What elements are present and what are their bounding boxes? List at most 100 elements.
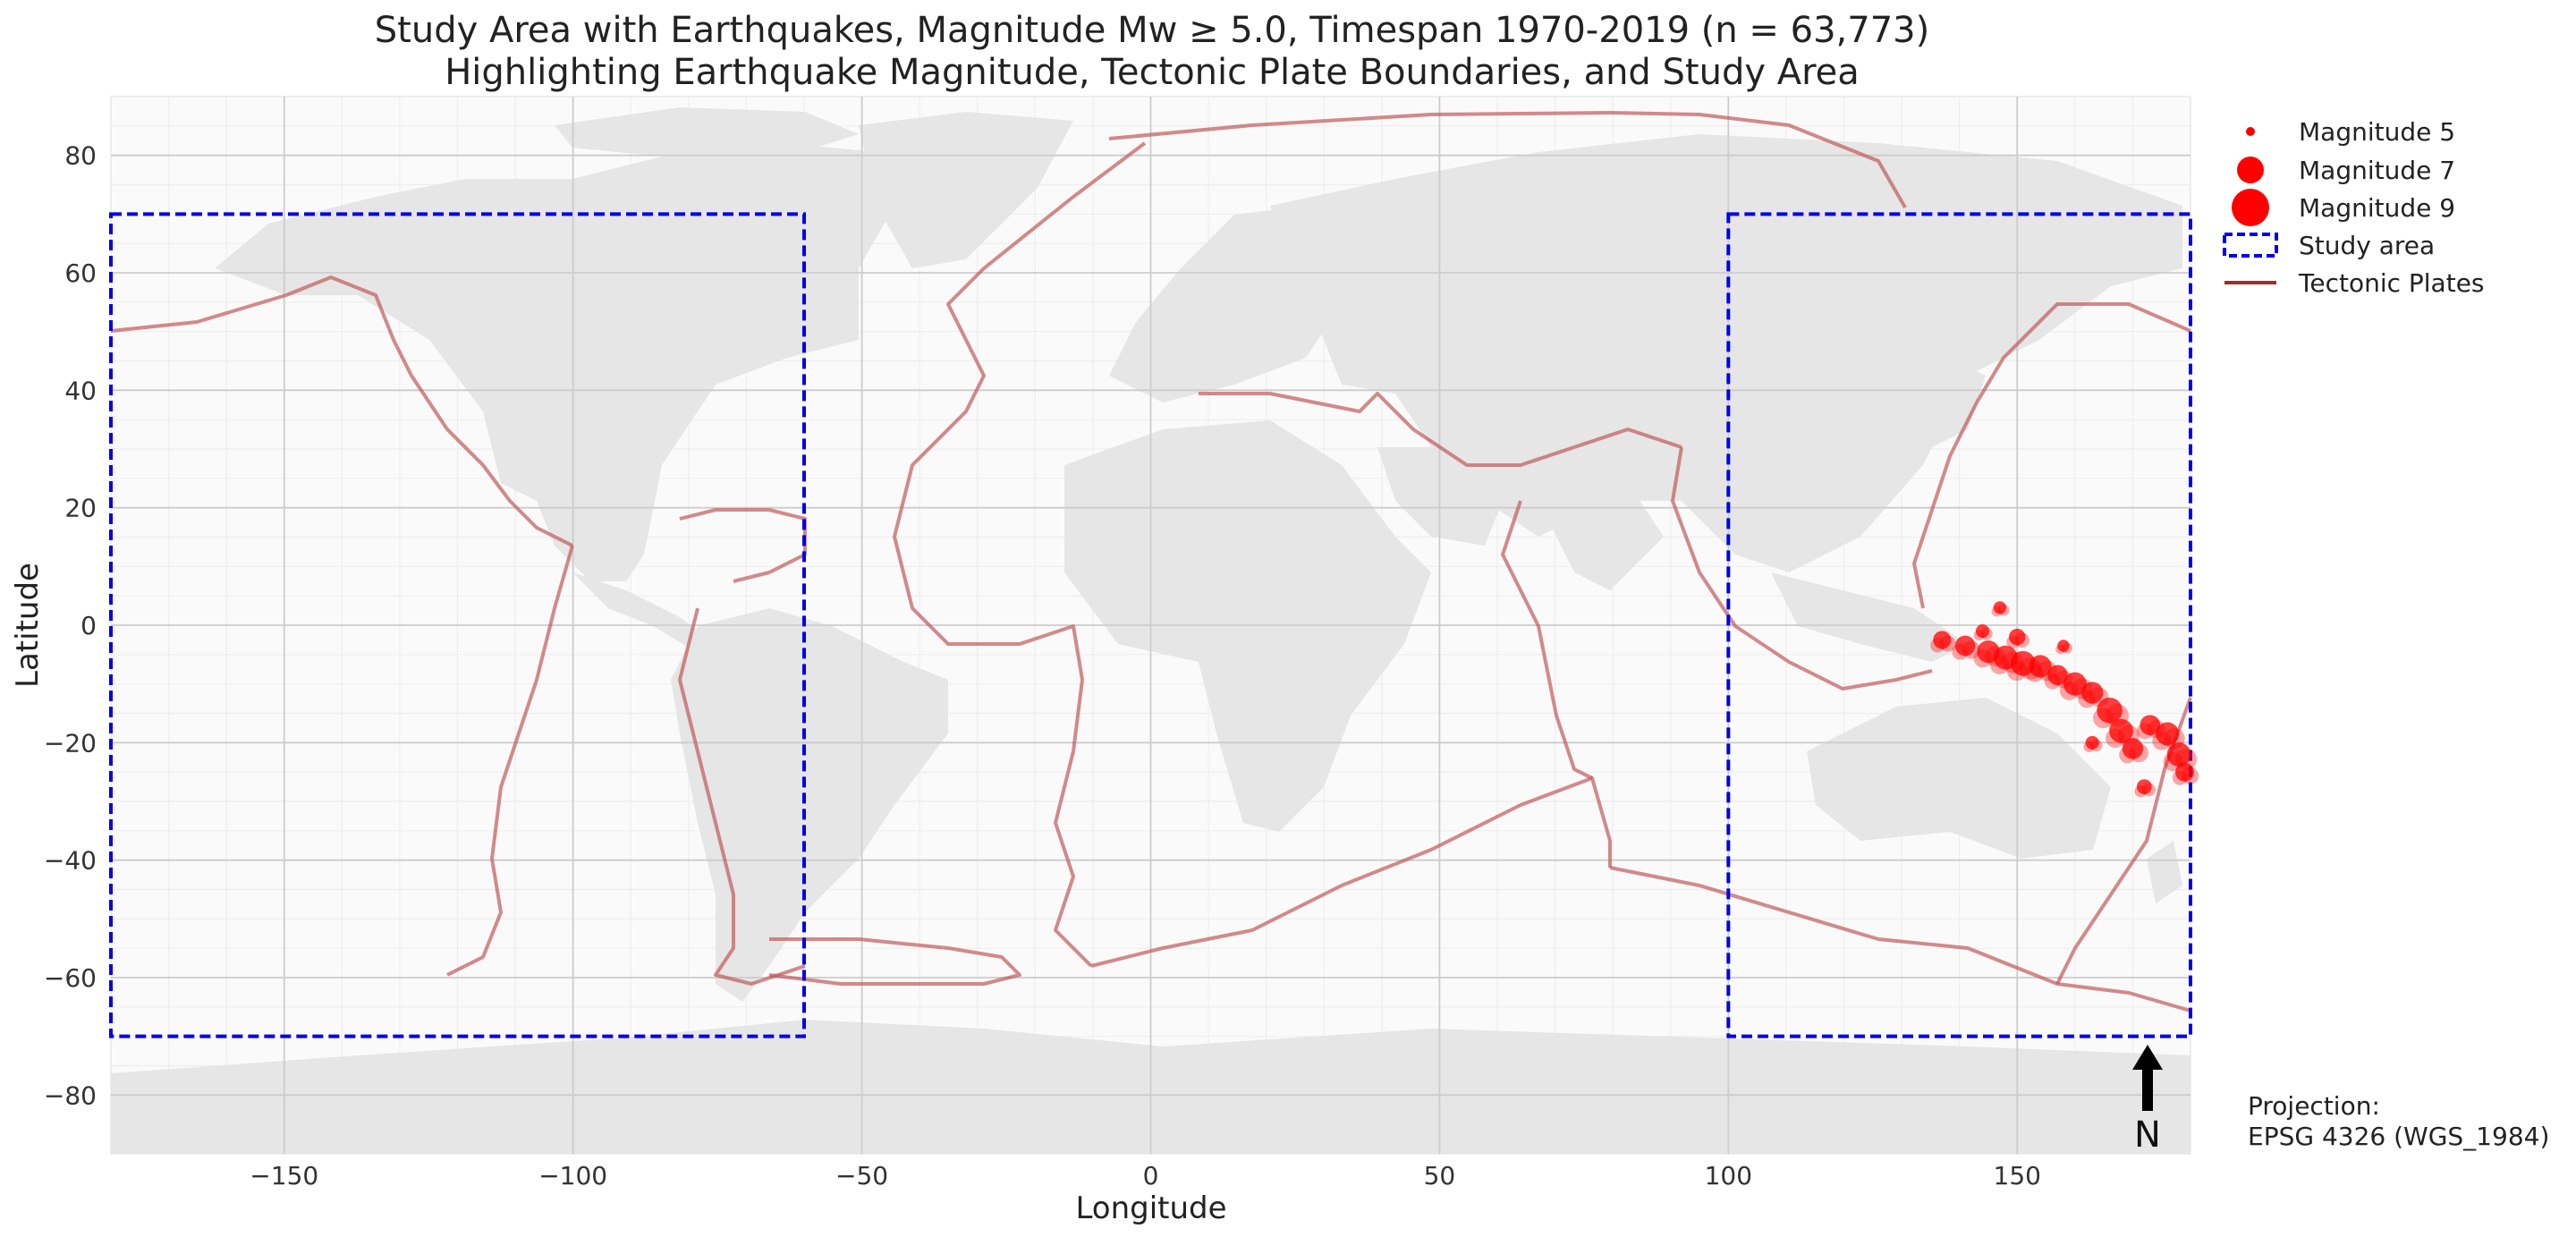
plate-boundary-caribbean — [679, 508, 807, 583]
earthquake-point — [2061, 642, 2072, 654]
earthquake-point — [2093, 707, 2114, 729]
earthquake-point — [2182, 767, 2199, 784]
earthquake-point — [2141, 783, 2156, 797]
north-arrow-head-icon — [2132, 1045, 2163, 1070]
earthquake-point — [2055, 644, 2065, 655]
earthquake-point — [2140, 715, 2161, 735]
earthquake-point — [2059, 682, 2079, 700]
y-axis-label: Latitude — [10, 563, 46, 688]
earthquake-point — [1993, 601, 2006, 614]
land-greenland — [859, 112, 1073, 268]
y-tick-label: −40 — [44, 846, 97, 876]
earthquake-point — [2006, 635, 2021, 649]
y-tick-label: 0 — [80, 611, 97, 640]
land-asia — [1270, 134, 2182, 572]
legend-label-tectonic-plates: Tectonic Plates — [2298, 268, 2485, 298]
earthquake-point — [2010, 650, 2036, 676]
map-plot-area — [109, 96, 2199, 1155]
earthquake-point — [1939, 635, 1956, 652]
earthquake-point — [2122, 738, 2144, 759]
legend-label-study-area: Study area — [2299, 231, 2435, 260]
north-arrow: N — [2132, 1045, 2163, 1156]
earthquake-point — [1991, 606, 2003, 617]
earthquake-point — [2047, 665, 2068, 686]
earthquake-point — [2166, 742, 2191, 767]
plate-boundary-east-pacific-rise — [446, 545, 574, 977]
x-tick-label: 100 — [1705, 1161, 1752, 1190]
y-tick-label: −20 — [44, 728, 97, 758]
earthquake-point — [2175, 762, 2195, 782]
earthquake-point — [2085, 735, 2099, 750]
land-australia — [1807, 698, 2111, 859]
legend-label-magnitude-9: Magnitude 9 — [2299, 193, 2455, 223]
x-axis-label: Longitude — [1075, 1190, 1226, 1226]
land-central-america — [572, 572, 716, 653]
chart-subtitle: Highlighting Earthquake Magnitude, Tecto… — [445, 52, 1860, 93]
plate-boundary-southeast-indian — [1609, 866, 2191, 1012]
study-area-rect-1 — [109, 212, 806, 1038]
y-tick-label: 20 — [64, 494, 97, 523]
earthquake-point — [1973, 630, 1985, 641]
earthquake-point — [2136, 779, 2152, 794]
y-tick-label: 60 — [64, 258, 97, 288]
earthquake-point — [1952, 643, 1969, 660]
north-label: N — [2134, 1114, 2161, 1156]
study-area-rect-2 — [1726, 212, 2193, 1038]
earthquake-point — [2156, 722, 2180, 746]
chart-title: Study Area with Earthquakes, Magnitude M… — [375, 10, 1929, 51]
earthquake-point — [2029, 655, 2052, 678]
earthquake-point — [2137, 723, 2154, 740]
x-tick-label: −150 — [250, 1161, 318, 1190]
north-arrow-shaft — [2142, 1064, 2153, 1111]
study-area-rects — [109, 212, 2193, 1038]
plate-boundary-scotia — [768, 937, 1021, 986]
land-masses — [111, 107, 2190, 1154]
land-arctic-islands — [555, 107, 859, 157]
earthquake-point — [2014, 632, 2030, 648]
earthquake-point — [2063, 672, 2087, 696]
earthquake-point — [2129, 743, 2148, 763]
plate-boundary-sunda — [1671, 446, 1933, 691]
legend-marker-magnitude-5 — [2246, 127, 2255, 136]
x-tick-label: −100 — [538, 1161, 607, 1190]
earthquake-point — [2057, 640, 2070, 652]
earthquake-point — [2083, 741, 2095, 752]
earthquake-point — [1980, 627, 1993, 640]
earthquake-point — [2097, 697, 2123, 724]
land-japan — [1923, 358, 1986, 447]
land-india — [1538, 483, 1664, 590]
earthquake-point — [1997, 604, 2010, 616]
legend: Magnitude 5 Magnitude 7 Magnitude 9 Stud… — [2223, 117, 2485, 298]
x-tick-label: 50 — [1424, 1161, 1456, 1190]
y-tick-label: −80 — [44, 1080, 97, 1110]
earthquake-point — [1962, 640, 1981, 659]
plate-boundary-southwest-indian — [1090, 776, 1612, 968]
land-africa — [1064, 420, 1431, 832]
x-axis-ticks: −150 −100 −50 0 50 100 150 — [250, 1161, 2041, 1190]
land-south-america — [671, 608, 948, 1002]
y-tick-label: −60 — [44, 963, 97, 993]
plate-boundary-mid-atlantic — [893, 141, 1147, 968]
earthquake-point — [2109, 718, 2133, 743]
earthquake-point — [2089, 739, 2103, 752]
plate-boundary-western-pacific — [1912, 302, 2191, 609]
earthquake-point — [1954, 635, 1976, 657]
earthquake-point — [2044, 673, 2061, 690]
x-tick-label: 0 — [1143, 1161, 1159, 1190]
land-maritime-se-asia — [1771, 572, 1968, 662]
plate-boundary-pacific-north — [110, 275, 573, 547]
earthquake-point — [1989, 655, 2010, 674]
land-north-america — [215, 143, 894, 581]
earthquake-point — [2134, 784, 2147, 798]
projection-label: Projection: — [2248, 1091, 2380, 1121]
legend-marker-magnitude-9 — [2232, 189, 2269, 226]
earthquake-point — [2006, 660, 2027, 682]
legend-label-magnitude-7: Magnitude 7 — [2299, 156, 2455, 185]
projection-value: EPSG 4326 (WGS_1984) — [2248, 1122, 2549, 1151]
earthquake-point — [2081, 682, 2104, 704]
earthquake-point — [2172, 770, 2188, 785]
earthquake-point — [2025, 664, 2044, 682]
earthquake-point — [1933, 631, 1952, 649]
plate-boundary-arctic — [1108, 111, 1907, 208]
